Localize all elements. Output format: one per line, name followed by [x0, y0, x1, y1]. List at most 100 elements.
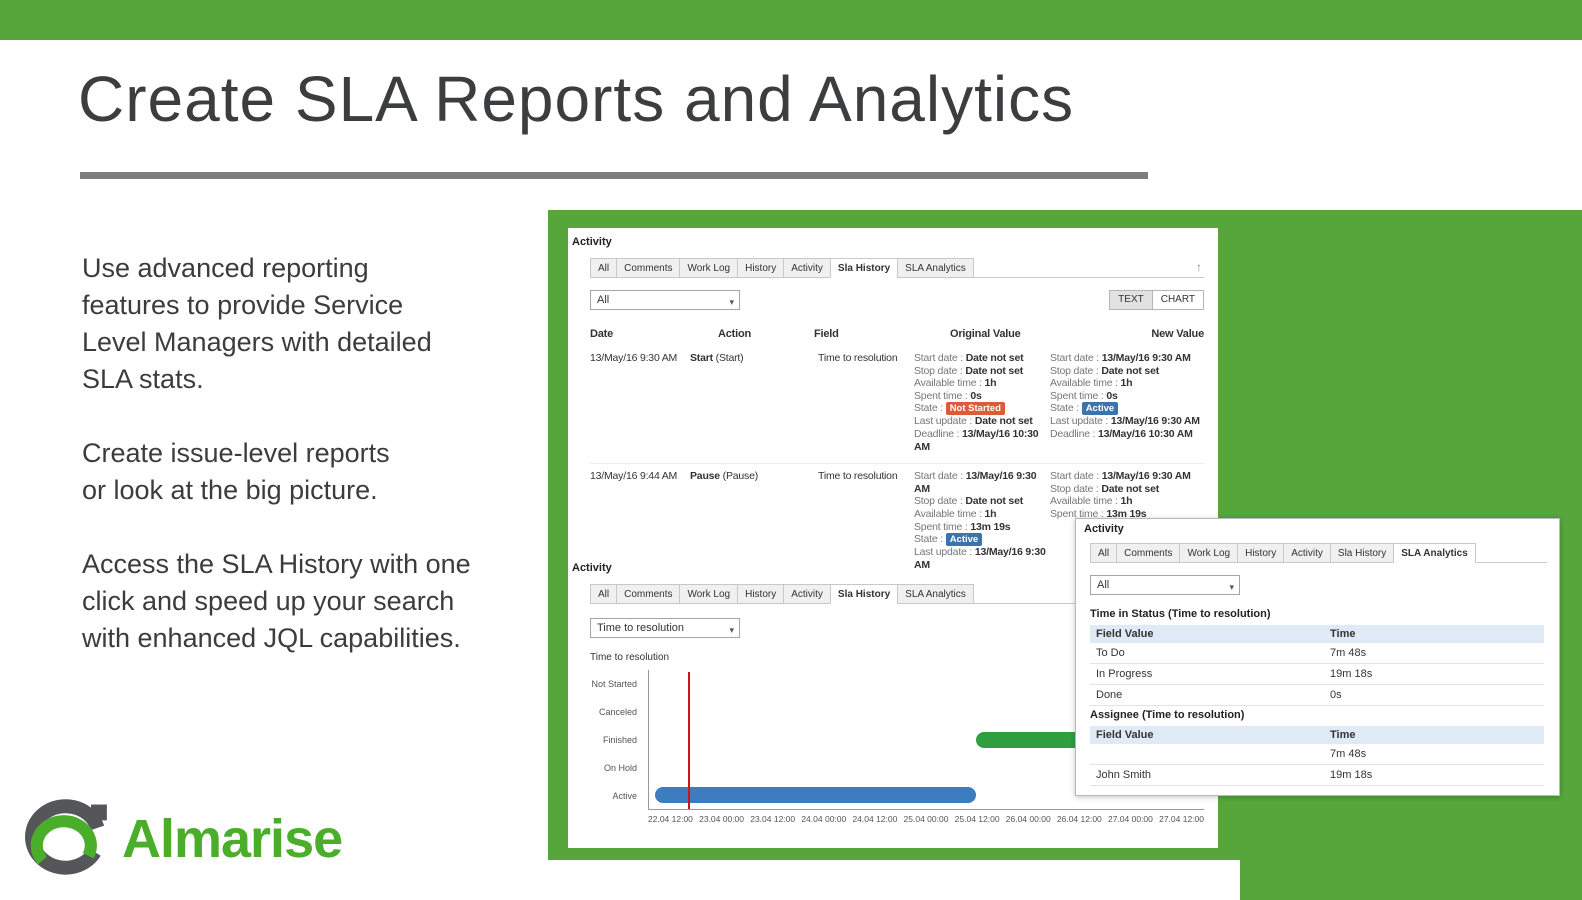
kv-value: 13/May/16 9:30 AM — [914, 546, 1046, 571]
paragraph-line: with enhanced JQL capabilities. — [82, 623, 461, 653]
analytics-filter-value: All — [1097, 579, 1110, 591]
kv-value: 0s — [1106, 389, 1118, 402]
kv-line: StateActive — [1050, 402, 1204, 416]
history-field: Time to resolution — [818, 470, 898, 483]
kv-line: Stop dateDate not set — [1050, 365, 1204, 378]
kv-line: StateActive — [914, 533, 1050, 547]
chart-category-label: On Hold — [603, 763, 637, 773]
history-row: 13/May/16 9:30 AM Start (Start) Time to … — [590, 346, 1204, 463]
activity-heading: Activity — [572, 236, 612, 248]
kv-label: Start date — [1050, 352, 1102, 364]
analytics-section-title: Assignee (Time to resolution) — [1090, 709, 1245, 721]
column-header: New Value — [1151, 328, 1204, 340]
chart-x-label: 23.04 00:00 — [699, 814, 745, 824]
column-header: Field — [814, 328, 839, 340]
tab[interactable]: All — [590, 584, 618, 604]
tab[interactable]: History — [737, 584, 785, 604]
history-filter-select[interactable]: All ▾ — [590, 290, 740, 310]
tab[interactable]: Activity — [783, 258, 831, 278]
kv-line: Start date13/May/16 9:30 AM — [1050, 470, 1204, 483]
text-view-button[interactable]: TEXT — [1109, 290, 1153, 310]
history-table: Date Action Field Original Value New Value 1… — [590, 328, 1204, 581]
analytics-filter-select[interactable]: All ▾ — [1090, 575, 1240, 595]
panel2-tabs: All Comments Work Log History Activity Sla Hi… — [590, 584, 974, 604]
tab[interactable]: Work Log — [1179, 543, 1239, 563]
tab[interactable]: Activity — [783, 584, 831, 604]
analytics-rows: 7m 48s John Smith 19m 18s — [1090, 744, 1544, 786]
analytics-rows: To Do 7m 48s In Progress 19m 18s Done 0s — [1090, 643, 1544, 706]
kv-label: Spent time — [914, 521, 970, 533]
table-row: In Progress 19m 18s — [1090, 664, 1544, 685]
tab[interactable]: Sla History — [829, 258, 899, 278]
body-text: Use advanced reporting features to provid… — [82, 250, 582, 694]
kv-value: Date not set — [965, 495, 1024, 508]
history-original-value: Start date13/May/16 9:30 AM Stop dateDat… — [914, 470, 1050, 571]
almarise-logo-text: Almarise — [122, 809, 343, 869]
field-value-cell: To Do — [1096, 647, 1125, 659]
kv-value: 13/May/16 9:30 AM — [914, 470, 1037, 495]
column-header: Field Value — [1096, 729, 1154, 741]
tab[interactable]: Work Log — [679, 258, 739, 278]
chart-filter-select[interactable]: Time to resolution ▾ — [590, 618, 740, 638]
chart-category-label: Active — [612, 791, 637, 801]
kv-label: State — [914, 402, 946, 414]
history-new-value: Start date13/May/16 9:30 AM Stop dateDat… — [1050, 470, 1204, 571]
tab[interactable]: Sla History — [829, 584, 899, 604]
tab[interactable]: SLA Analytics — [897, 584, 974, 604]
tab[interactable]: Comments — [1116, 543, 1181, 563]
almarise-logo: Almarise — [16, 798, 343, 880]
kv-value: Date not set — [974, 415, 1033, 428]
tab[interactable]: SLA Analytics — [897, 258, 974, 278]
time-cell: 19m 18s — [1330, 769, 1373, 781]
history-action-sub: (Pause) — [722, 470, 759, 483]
tab[interactable]: Comments — [616, 258, 681, 278]
table-row: 7m 48s — [1090, 744, 1544, 765]
kv-line: Start date13/May/16 9:30 AM — [914, 470, 1050, 495]
kv-line: Available time1h — [1050, 495, 1204, 508]
page-title: Create SLA Reports and Analytics — [78, 63, 1075, 135]
chart-view-button[interactable]: CHART — [1151, 290, 1204, 310]
kv-line: Stop dateDate not set — [914, 365, 1050, 378]
kv-label: Available time — [914, 508, 985, 520]
paragraph-line: SLA stats. — [82, 364, 204, 394]
sla-history-text-section: Activity All Comments Work Log History Activ… — [568, 228, 1218, 571]
chart-category-label: Finished — [602, 735, 637, 745]
history-rows: 13/May/16 9:30 AM Start (Start) Time to … — [590, 346, 1204, 581]
analytics-section: Assignee (Time to resolution) Field Valu… — [1090, 709, 1544, 786]
tab[interactable]: All — [1090, 543, 1118, 563]
analytics-section-title: Time in Status (Time to resolution) — [1090, 608, 1271, 620]
chart-x-label: 25.04 12:00 — [954, 814, 1000, 824]
tab[interactable]: SLA Analytics — [1393, 543, 1476, 563]
time-cell: 7m 48s — [1330, 647, 1367, 659]
kv-value: Date not set — [1101, 364, 1160, 377]
tab[interactable]: Activity — [1283, 543, 1331, 563]
kv-label: Available time — [914, 377, 985, 389]
green-corner-block — [1240, 850, 1582, 900]
kv-label: Spent time — [914, 390, 970, 402]
kv-value: Date not set — [965, 364, 1024, 377]
panel1-tabbar: All Comments Work Log History Activity Sla Hi… — [590, 255, 1204, 278]
tab[interactable]: All — [590, 258, 618, 278]
tab[interactable]: History — [1237, 543, 1285, 563]
activity-heading: Activity — [1084, 523, 1124, 535]
chart-y-labels: Not Started Canceled Finished On Hold Active — [568, 670, 644, 810]
kv-label: Spent time — [1050, 508, 1106, 520]
paragraph-line: Access the SLA History with one — [82, 549, 471, 579]
tab[interactable]: Comments — [616, 584, 681, 604]
collapse-arrow-icon[interactable]: ↑ — [1196, 260, 1202, 274]
kv-value: 13/May/16 9:30 AM — [1101, 352, 1191, 364]
tab[interactable]: Work Log — [679, 584, 739, 604]
caret-down-icon: ▾ — [729, 297, 734, 307]
history-field: Time to resolution — [818, 352, 898, 364]
tab[interactable]: Sla History — [1329, 543, 1395, 563]
kv-line: Available time1h — [914, 377, 1050, 390]
kv-label: Start date — [1050, 470, 1102, 482]
tab[interactable]: History — [737, 258, 785, 278]
kv-label: State — [1050, 402, 1082, 414]
kv-label: Deadline — [914, 428, 962, 440]
chart-category-label: Canceled — [598, 707, 637, 717]
kv-value: 13/May/16 10:30 AM — [1098, 427, 1193, 440]
table-row: To Do 7m 48s — [1090, 643, 1544, 664]
history-date: 13/May/16 9:44 AM — [590, 470, 678, 483]
chart-x-labels: 22.04 12:00 23.04 00:00 23.04 12:00 24.04 0… — [648, 814, 1204, 824]
